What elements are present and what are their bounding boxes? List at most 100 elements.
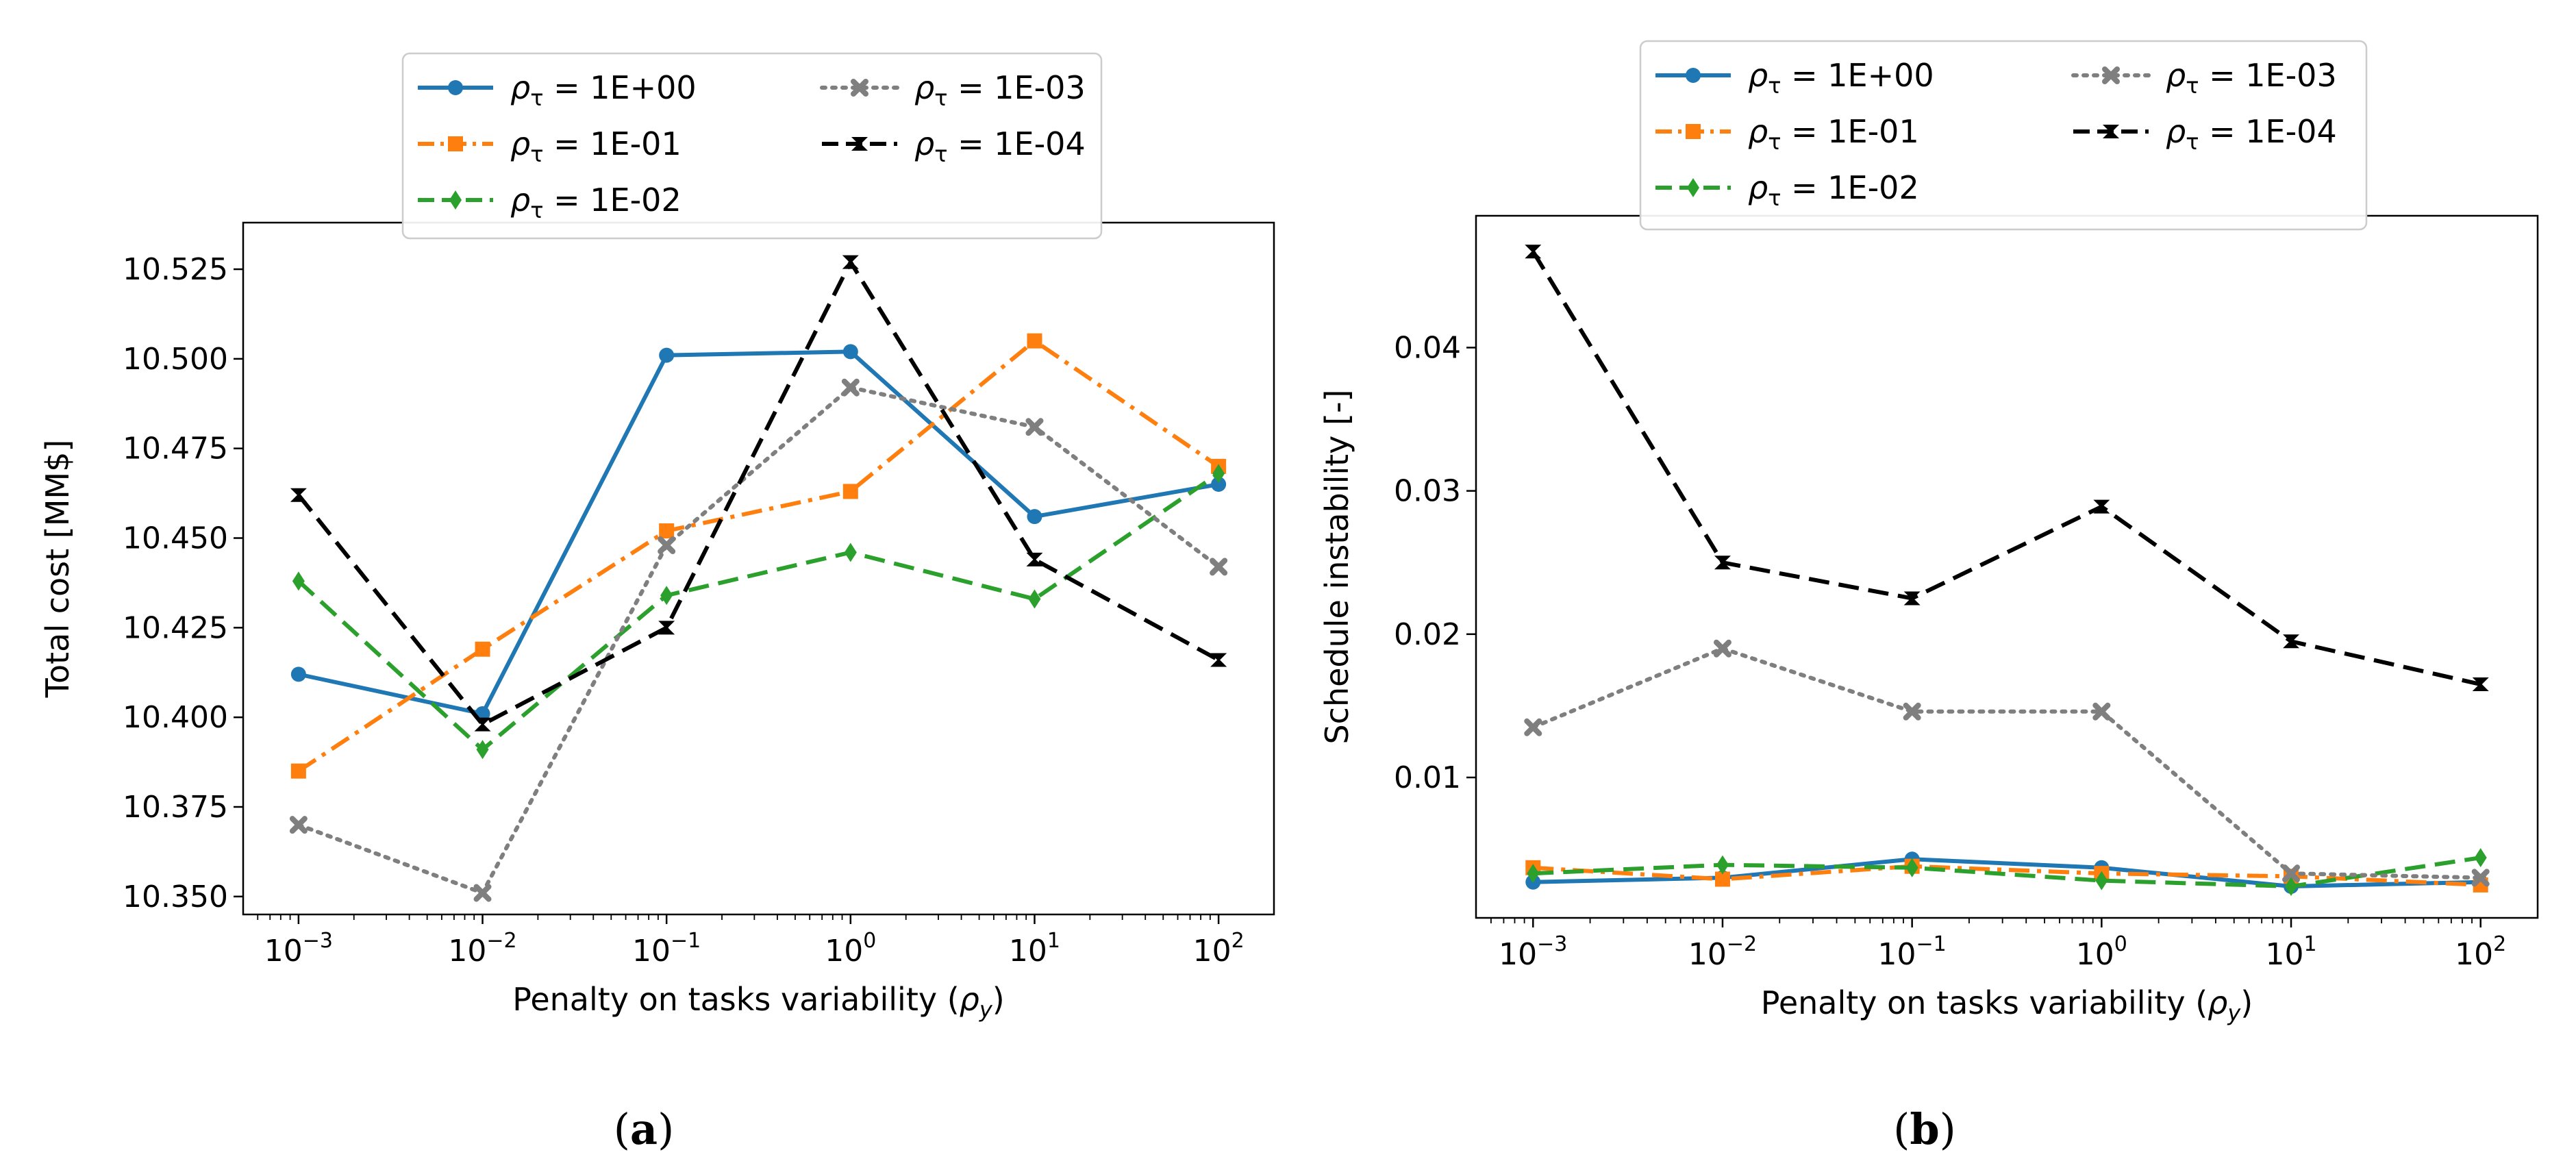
y-tick-label: 0.04 [1394,330,1461,365]
legend-label: ρτ = 1E-04 [914,125,1086,167]
legend: ρτ = 1E+00 ρτ = 1E-01 ρτ = 1E-02 ρτ = 1E-03… [401,52,1103,240]
data-point [659,523,675,539]
data-point [475,641,490,657]
data-point [1525,245,1542,253]
series-line [1533,864,2481,887]
legend-entry: ρτ = 1E-01 [418,125,681,167]
series-line [1531,250,2481,686]
data-point [2283,634,2300,643]
series-line [296,385,1221,895]
data-point [2474,848,2487,868]
series-4 [1525,245,2489,692]
panel-caption: (b) [1893,1104,1956,1154]
legend-marker [1686,124,1701,139]
x-tick-label: 100 [2076,932,2127,972]
legend-entry: ρτ = 1E-03 [820,69,1086,111]
data-point [1212,464,1225,484]
x-tick-label: 10−1 [632,929,701,969]
series-2 [1527,848,2487,896]
data-point [1210,653,1227,662]
data-point [1210,558,1228,576]
x-tick-label: 100 [825,929,876,969]
series-3 [1524,639,2490,887]
series-line [1531,646,2483,880]
legend-marker [2103,125,2119,133]
y-tick-label: 0.01 [1394,760,1461,795]
series-1 [290,333,1227,779]
data-point [841,378,860,397]
y-tick-label: 10.500 [123,342,228,377]
data-point [290,763,306,779]
x-axis-label: Penalty on tasks variability (ρy) [1761,984,2253,1026]
legend: ρτ = 1E+00 ρτ = 1E-01 ρτ = 1E-02 ρτ = 1E-03… [1639,40,2368,231]
data-point [1714,871,1730,887]
data-point [2093,499,2110,508]
y-axis-label: Schedule instability [-] [1318,389,1355,744]
data-point [476,740,489,760]
plot-frame [242,221,1275,916]
data-point [290,666,306,682]
data-point [2472,677,2489,686]
legend-label: ρτ = 1E-03 [2166,57,2337,99]
data-point [658,621,675,629]
y-tick-label: 10.525 [123,252,228,287]
legend-entry: ρτ = 1E-02 [1655,169,1919,211]
legend-marker [851,79,868,97]
series-line [297,260,1220,727]
y-tick-label: 10.375 [123,790,228,825]
data-point [1524,718,1542,736]
chart-panel-b: 0.01 0.02 0.03 0.04 10−3 10−2 10−1 100 101 102 Sch… [1318,40,2539,1154]
data-point [289,816,308,834]
data-point [660,586,673,606]
series-0 [290,344,1227,721]
data-point [1714,556,1731,564]
x-tick-label: 10−3 [264,929,333,969]
legend-entry: ρτ = 1E-04 [822,125,1086,167]
legend-box [401,52,1103,240]
data-point [842,484,858,499]
data-point [842,255,859,264]
legend-label: ρτ = 1E-01 [1748,113,1919,155]
data-point [1027,509,1042,525]
data-point [2471,869,2490,887]
series-line [1533,857,2481,888]
data-point [1026,552,1043,561]
x-tick-label: 10−3 [1499,932,1567,972]
data-point [474,717,491,726]
data-point [290,488,307,497]
y-tick-label: 0.03 [1394,474,1461,509]
data-point [1527,864,1540,884]
data-point [1713,639,1731,658]
data-point [2282,864,2301,883]
series-4 [290,255,1227,732]
legend-box [1639,40,2368,231]
legend-marker [1687,178,1699,197]
legend-entry: ρτ = 1E+00 [418,69,697,111]
data-point [1028,589,1041,609]
x-tick-label: 102 [2455,932,2506,972]
data-point [292,571,305,591]
legend-marker [2102,66,2120,84]
data-point [2095,871,2108,890]
y-tick-label: 10.350 [123,880,228,914]
legend-marker [1686,68,1701,83]
x-tick-label: 101 [1009,929,1060,969]
legend-label: ρτ = 1E+00 [1748,57,1934,99]
y-axis-label: Total cost [MM$] [39,440,76,699]
legend-label: ρτ = 1E+00 [510,69,697,111]
x-tick-label: 10−2 [1688,932,1757,972]
legend-entry: ρτ = 1E-04 [2073,113,2337,155]
series-line [298,349,1219,716]
legend-marker [448,80,463,95]
legend-entry: ρτ = 1E+00 [1655,57,1934,99]
x-tick-label: 101 [2265,932,2316,972]
legend-entry: ρτ = 1E-03 [2071,57,2337,99]
legend-marker [851,137,868,145]
series-line [1533,856,2481,888]
legend-marker [449,190,462,210]
data-point [659,347,675,363]
data-point [1211,477,1227,493]
data-point [1903,702,1921,721]
panel-caption: (a) [614,1104,675,1154]
